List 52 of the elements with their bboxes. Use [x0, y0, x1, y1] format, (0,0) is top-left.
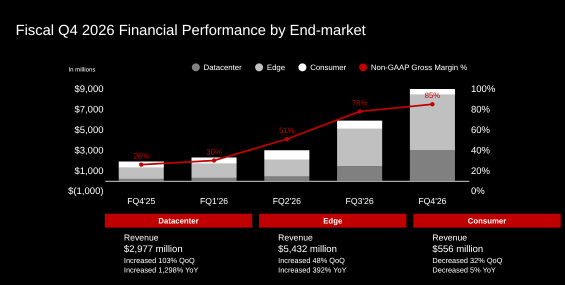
legend-label: Non-GAAP Gross Margin %: [370, 62, 468, 72]
x-tick-label: FQ2'26: [272, 196, 302, 206]
x-tick-label: FQ3'26: [346, 196, 374, 206]
y2-tick-label: 100%: [470, 84, 496, 95]
legend-label: Datacenter: [204, 62, 242, 72]
bar: [118, 168, 164, 179]
x-tick-label: FQ1'26: [200, 196, 228, 206]
y2-tick-label: 80%: [470, 104, 491, 116]
legend-label: Edge: [266, 62, 286, 72]
text: $2,977 million: [124, 244, 183, 255]
text: $5,432 million: [278, 244, 337, 255]
data-label: 26%: [133, 152, 150, 161]
point: [139, 162, 144, 167]
point: [212, 158, 216, 163]
x-tick-label: FQ4'26: [418, 196, 447, 206]
y-tick-label: $1,000: [74, 166, 104, 177]
y-tick-label: $7,000: [74, 104, 104, 116]
y2-tick-label: 20%: [470, 166, 491, 177]
text: Datacenter: [158, 216, 199, 226]
bar: [264, 150, 310, 160]
point: [430, 102, 435, 106]
data-label: 51%: [279, 126, 295, 135]
text: Revenue: [432, 232, 468, 243]
y-tick-label: $3,000: [74, 145, 104, 156]
text: Consumer: [468, 216, 506, 226]
y-tick-label: $9,000: [74, 84, 104, 95]
text: Revenue: [278, 232, 314, 243]
chart-title: Fiscal Q4 2026 Financial Performance by End-market: [16, 23, 366, 40]
point: [284, 136, 289, 142]
text: $556 million: [432, 244, 484, 255]
y2-tick-label: 0%: [470, 186, 486, 198]
x-tick-label: FQ4'25: [127, 196, 156, 206]
bar: [192, 178, 237, 181]
bar: [410, 94, 455, 150]
text: Revenue: [124, 232, 159, 243]
text: Edge: [323, 216, 343, 226]
bar: [410, 150, 455, 181]
bar: [337, 120, 382, 129]
bar: [192, 164, 237, 178]
legend-label: Consumer: [310, 62, 347, 72]
point: [357, 109, 362, 114]
bar: [337, 128, 382, 166]
bar: [264, 159, 310, 176]
data-label: 85%: [424, 91, 440, 100]
y2-tick-label: 60%: [470, 124, 491, 136]
data-label: 30%: [206, 147, 222, 156]
y2-tick-label: 40%: [470, 145, 491, 156]
bar: [264, 176, 310, 181]
bar: [337, 166, 382, 181]
data-label: 78%: [352, 98, 368, 108]
y-tick-label: $5,000: [74, 124, 104, 136]
y-tick-label: $(1,000): [68, 186, 104, 198]
